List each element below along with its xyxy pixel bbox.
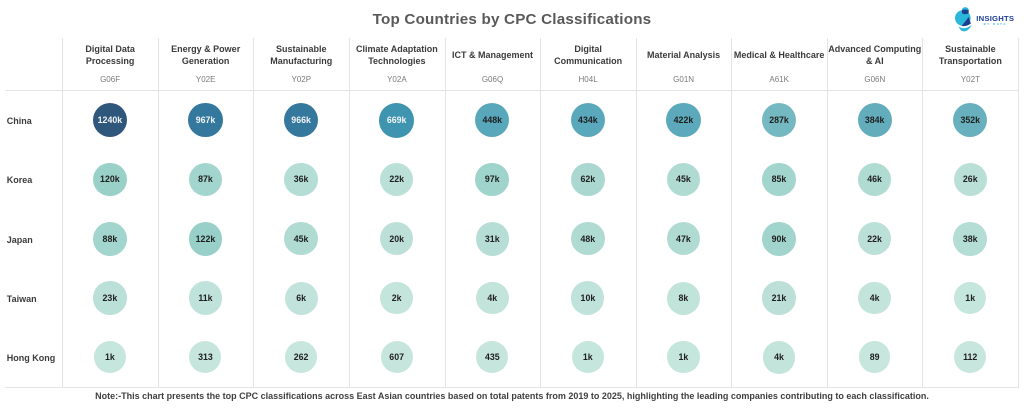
svg-text:INSIGHTS: INSIGHTS [976, 14, 1014, 23]
svg-text:BY DATA: BY DATA [984, 22, 1007, 26]
